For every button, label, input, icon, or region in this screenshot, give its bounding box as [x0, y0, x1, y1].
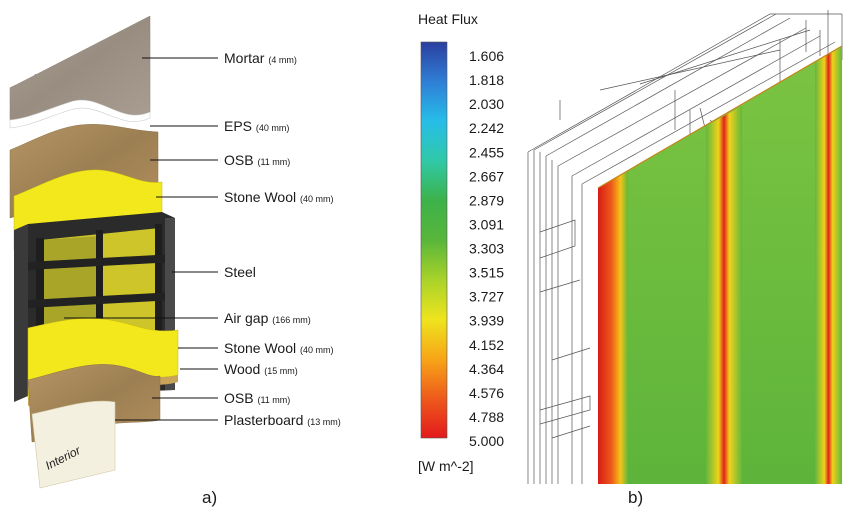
colorbar-title: Heat Flux: [418, 11, 478, 27]
colorbar-tick-label: 2.879: [469, 192, 504, 208]
colorbar-tick-label: 3.939: [469, 313, 504, 329]
colorbar-tick-label: 3.515: [469, 265, 504, 281]
layer-label-mortar: Mortar (4 mm): [224, 50, 297, 66]
layer-label-osb-interior: OSB (11 mm): [224, 390, 290, 406]
layer-label-air-gap: Air gap (166 mm): [224, 310, 311, 326]
colorbar: Heat Flux 1.606 1.818 2.030 2.242 2.455 2.667…: [418, 11, 504, 474]
layer-label-wood: Wood (15 mm): [224, 361, 298, 377]
colorbar-tick-label: 3.727: [469, 289, 504, 305]
panel-label-b: b): [628, 488, 643, 507]
colorbar-ticks: 1.606 1.818 2.030 2.242 2.455 2.667 2.879 3.091…: [469, 48, 504, 449]
layer-label-stone-wool-interior: Stone Wool (40 mm): [224, 340, 334, 356]
colorbar-tick-label: 4.788: [469, 409, 504, 425]
leader-lines: [64, 57, 218, 421]
layer-labels: Mortar (4 mm) EPS (40 mm) OSB (11 mm) St…: [224, 50, 341, 428]
layer-label-plasterboard: Plasterboard (13 mm): [224, 412, 341, 428]
panel-label-a: a): [202, 488, 217, 507]
layer-label-eps: EPS (40 mm): [224, 118, 289, 134]
colorbar-tick-label: 2.455: [469, 144, 504, 160]
colorbar-tick-label: 4.152: [469, 337, 504, 353]
layer-label-osb-exterior: OSB (11 mm): [224, 152, 290, 168]
plasterboard-layer: [31, 400, 116, 489]
eps-layer: [9, 99, 151, 129]
layer-label-steel: Steel: [224, 264, 256, 280]
colorbar-tick-label: 2.242: [469, 120, 504, 136]
colorbar-tick-label: 2.667: [469, 168, 504, 184]
hot-stripe-right: [815, 46, 842, 484]
hot-edge-left: [598, 171, 628, 484]
heat-flux-model-render: [527, 10, 843, 484]
colorbar-unit: [W m^-2]: [418, 458, 474, 474]
colorbar-tick-label: 1.818: [469, 72, 504, 88]
hot-stripe-center: [706, 106, 742, 484]
colorbar-tick-label: 3.091: [469, 216, 504, 232]
colorbar-tick-label: 4.576: [469, 385, 504, 401]
colorbar-tick-label: 3.303: [469, 241, 504, 257]
colorbar-tick-label: 4.364: [469, 361, 504, 377]
wall-section-illustration: Exterior Interior: [7, 15, 179, 489]
layer-label-stone-wool-exterior: Stone Wool (40 mm): [224, 189, 334, 205]
colorbar-tick-label: 5.000: [469, 433, 504, 449]
colorbar-tick-label: 2.030: [469, 96, 504, 112]
colorbar-gradient: [420, 41, 448, 439]
wireframe-side: [527, 10, 843, 484]
colorbar-tick-label: 1.606: [469, 48, 504, 64]
